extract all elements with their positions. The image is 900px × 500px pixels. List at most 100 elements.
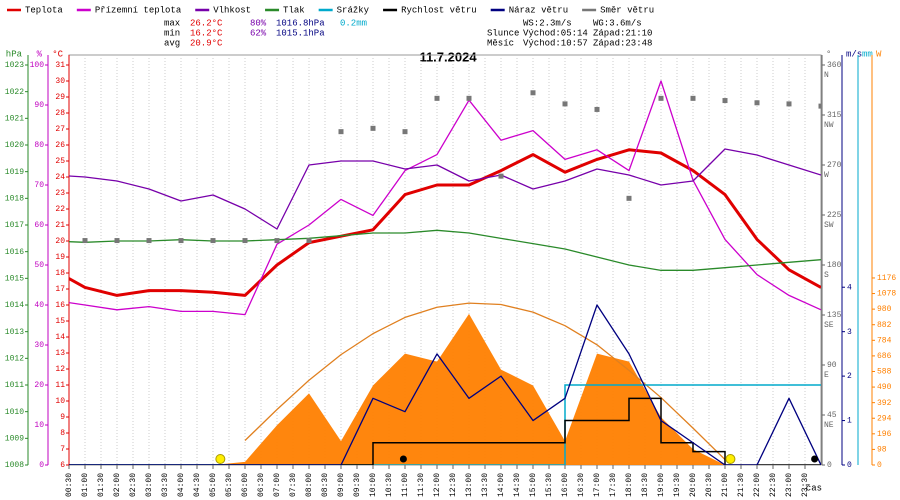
legend-label: Tlak — [283, 5, 305, 15]
info-value: WS:2.3m/s — [523, 18, 572, 28]
y-tick-label: 1022 — [5, 88, 24, 97]
legend-label: Rychlost větru — [401, 5, 477, 15]
info-value: Východ:05:14 — [523, 28, 588, 38]
stat-value: 26.2°C — [190, 18, 223, 28]
sun-event — [215, 454, 226, 464]
y-tick-label: 490 — [877, 383, 892, 392]
y-tick-label: 50 — [34, 261, 44, 270]
y-tick-label: 12 — [55, 365, 65, 374]
axis-unit-label: ° — [826, 49, 831, 59]
y-tick-label: 30 — [34, 341, 44, 350]
legend-label: Přízemní teplota — [95, 5, 182, 15]
x-tick-label: 11:00 — [401, 473, 410, 497]
moon-event — [811, 455, 819, 463]
x-tick-label: 17:00 — [593, 473, 602, 497]
y-tick-label: 45 — [827, 411, 837, 420]
y-tick-label: 1020 — [5, 141, 24, 150]
legend-label: Náraz větru — [509, 5, 568, 15]
y-tick-label: 1013 — [5, 328, 24, 337]
y-tick-label: 1012 — [5, 354, 24, 363]
series-point — [402, 129, 408, 135]
series-point — [274, 238, 280, 244]
y-tick-label: 225 — [827, 211, 842, 220]
y-tick-label: 588 — [877, 368, 892, 377]
axis-unit-label: m/s — [846, 49, 862, 59]
x-tick-label: 12:30 — [449, 473, 458, 497]
series-line — [69, 148, 821, 297]
y-tick-label: 31 — [55, 61, 65, 70]
y-tick-label: 392 — [877, 399, 892, 408]
x-tick-label: 01:00 — [81, 473, 90, 497]
y-tick-label: 13 — [55, 349, 65, 358]
y-tick-label: 30 — [55, 77, 65, 86]
series-point — [146, 238, 152, 244]
y-tick-label: 1176 — [877, 274, 896, 283]
x-tick-label: 03:30 — [161, 473, 170, 497]
x-tick-label: 13:00 — [465, 473, 474, 497]
series-point — [498, 173, 504, 179]
y-tick-label: 24 — [55, 173, 65, 182]
stat-value: 62% — [250, 28, 267, 38]
y-tick-label: 1010 — [5, 408, 24, 417]
x-tick-label: 16:00 — [561, 473, 570, 497]
series-point — [210, 238, 216, 244]
y-tick-label: 6 — [60, 461, 65, 470]
axis-unit-label: °C — [52, 49, 63, 59]
plot-area — [69, 80, 821, 465]
y-tick-label: 15 — [55, 317, 65, 326]
sun-event — [725, 454, 736, 464]
y-tick-label: 1011 — [5, 381, 24, 390]
y-tick-compass: SE — [824, 321, 834, 330]
x-tick-label: 05:00 — [209, 473, 218, 497]
x-tick-label: 18:00 — [625, 473, 634, 497]
x-tick-label: 08:00 — [305, 473, 314, 497]
y-tick-label: 1019 — [5, 168, 24, 177]
x-tick-label: 09:30 — [353, 473, 362, 497]
y-tick-label: 27 — [55, 125, 65, 134]
y-tick-label: 16 — [55, 301, 65, 310]
x-tick-label: 18:30 — [641, 473, 650, 497]
x-tick-label: 14:00 — [497, 473, 506, 497]
series-point — [82, 238, 88, 244]
series-point — [754, 100, 760, 106]
y-tick-compass: S — [824, 271, 829, 280]
series-point — [338, 129, 344, 135]
chart-title: 11.7.2024 — [419, 49, 477, 64]
x-tick-label: 05:30 — [225, 473, 234, 497]
y-tick-label: 21 — [55, 221, 65, 230]
info-value: Západ:21:10 — [593, 28, 652, 38]
y-tick-label: 19 — [55, 253, 65, 262]
x-tick-label: 21:30 — [737, 473, 746, 497]
axis-unit-label: mm — [862, 49, 873, 59]
series-point — [594, 106, 600, 112]
series-point — [818, 103, 821, 109]
y-tick-label: 686 — [877, 352, 892, 361]
y-tick-label: 18 — [55, 269, 65, 278]
y-tick-label: 1023 — [5, 61, 24, 70]
y-tick-label: 360 — [827, 61, 842, 70]
y-tick-compass: NE — [824, 421, 834, 430]
y-tick-label: 90 — [827, 361, 837, 370]
info-value: Západ:23:48 — [593, 38, 652, 48]
y-tick-label: 17 — [55, 285, 65, 294]
y-tick-label: 80 — [34, 141, 44, 150]
series-step — [69, 397, 821, 465]
y-tick-label: 25 — [55, 157, 65, 166]
legend-label: Srážky — [337, 5, 370, 15]
y-tick-label: 784 — [877, 336, 892, 345]
y-tick-compass: SW — [824, 221, 834, 230]
legend-label: Vlhkost — [213, 5, 251, 15]
x-tick-label: 00:30 — [65, 473, 74, 497]
y-tick-label: 98 — [877, 446, 887, 455]
y-tick-label: 8 — [60, 429, 65, 438]
y-tick-compass: NW — [824, 121, 834, 130]
y-tick-compass: N — [824, 71, 829, 80]
y-tick-label: 60 — [34, 221, 44, 230]
stat-value: 20.9°C — [190, 38, 223, 48]
x-tick-label: 20:30 — [705, 473, 714, 497]
y-tick-label: 1014 — [5, 301, 24, 310]
stat-value: 1015.1hPa — [276, 28, 325, 38]
y-tick-label: 11 — [55, 381, 65, 390]
y-tick-label: 7 — [60, 445, 65, 454]
